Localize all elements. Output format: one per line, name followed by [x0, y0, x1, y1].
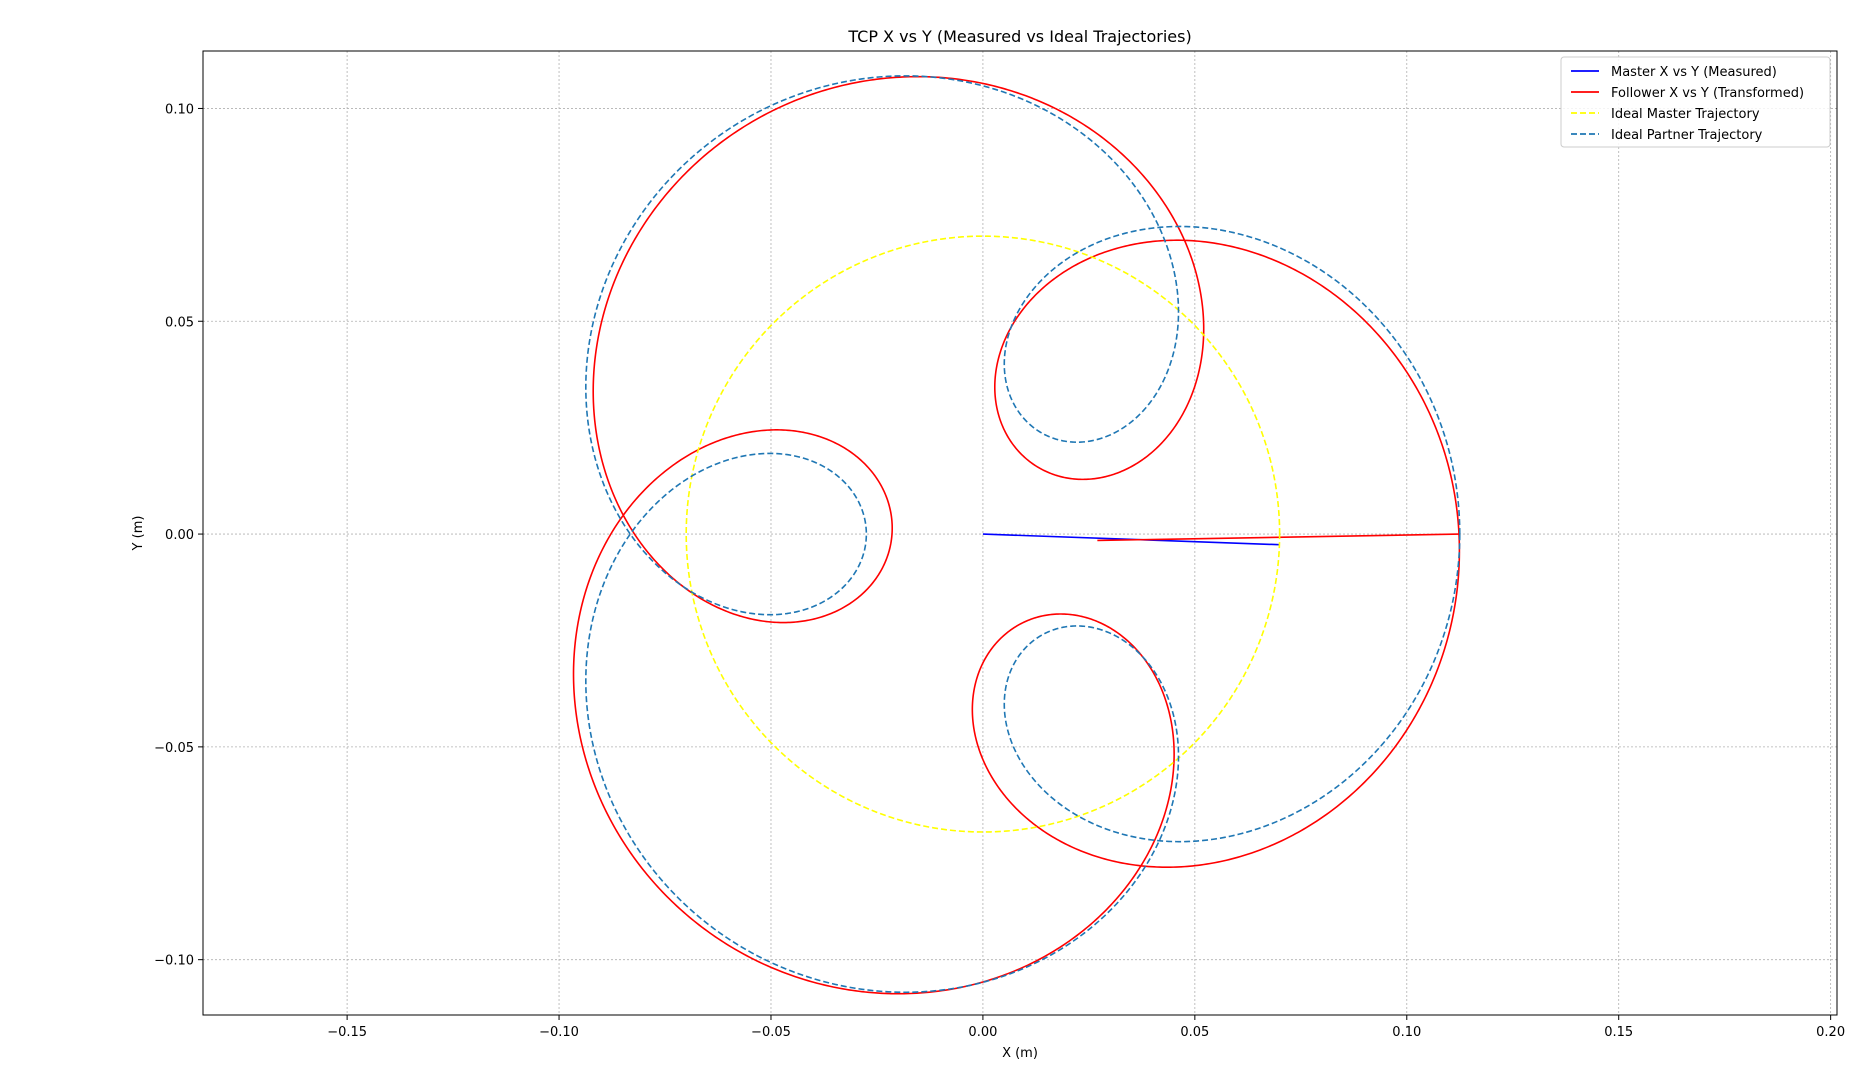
y-axis-label: Y (m) — [131, 516, 146, 552]
x-tick-label: 0.20 — [1816, 1025, 1845, 1040]
x-tick-label: 0.15 — [1604, 1025, 1633, 1040]
legend-label: Ideal Master Trajectory — [1611, 107, 1760, 122]
legend-label: Follower X vs Y (Transformed) — [1611, 86, 1804, 101]
series-line-1 — [572, 75, 1461, 995]
legend-label: Master X vs Y (Measured) — [1611, 65, 1777, 80]
x-tick-label: −0.10 — [539, 1025, 579, 1040]
x-tick-label: 0.00 — [968, 1025, 997, 1040]
chart-title: TCP X vs Y (Measured vs Ideal Trajectori… — [847, 27, 1191, 46]
y-tick-label: 0.05 — [165, 315, 194, 330]
series-lead-in-1 — [1097, 533, 1460, 542]
series-line-3 — [585, 75, 1461, 994]
x-tick-label: −0.05 — [751, 1025, 791, 1040]
legend-label: Ideal Partner Trajectory — [1611, 128, 1763, 143]
y-tick-label: 0.10 — [165, 102, 194, 117]
series-line-2 — [685, 235, 1281, 833]
plot-frame — [202, 50, 1838, 1016]
series-1-group — [572, 75, 1461, 995]
y-tick-label: 0.00 — [165, 528, 194, 543]
legend-box — [1560, 56, 1831, 148]
series-2-group — [685, 235, 1281, 833]
series-layer — [572, 75, 1461, 995]
y-tick-label: −0.10 — [154, 954, 194, 969]
x-tick-label: −0.15 — [327, 1025, 367, 1040]
tick-layer: −0.15 −0.10 −0.05 0.00 0.05 0.10 0.15 0.20 −0.10… — [154, 102, 1845, 1040]
x-tick-label: 0.05 — [1180, 1025, 1209, 1040]
x-tick-label: 0.10 — [1392, 1025, 1421, 1040]
legend: Master X vs Y (Measured) Follower X vs Y … — [1560, 56, 1831, 148]
series-3-group — [585, 75, 1461, 994]
x-axis-label: X (m) — [1002, 1046, 1038, 1061]
y-tick-label: −0.05 — [154, 741, 194, 756]
